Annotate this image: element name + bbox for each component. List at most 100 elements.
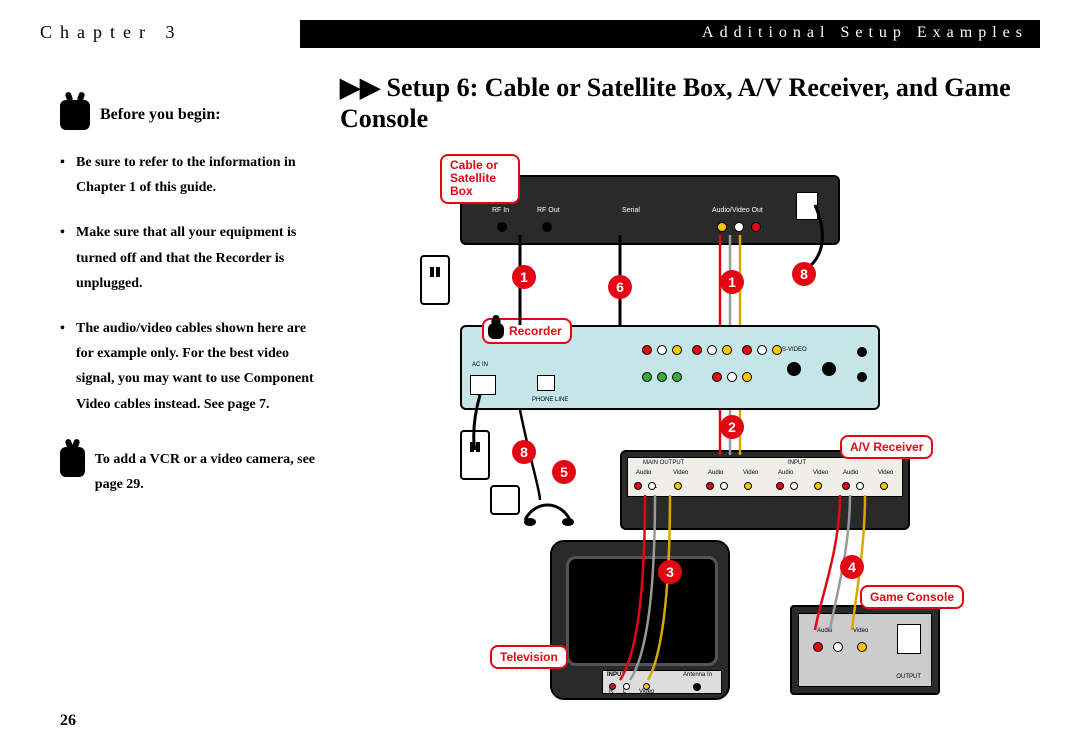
label-recorder-text: Recorder <box>509 324 562 338</box>
port-label-audio: Audio <box>636 470 651 476</box>
rca-jack-icon <box>674 482 682 490</box>
tivo-icon <box>60 447 85 477</box>
rca-jack-icon <box>657 345 667 355</box>
rca-jack-icon <box>734 222 744 232</box>
rca-jack-icon <box>757 345 767 355</box>
television-device: INPUT Antenna In R L Video <box>550 540 730 700</box>
wiring-diagram: RF In RF Out Serial Audio/Video Out Cabl… <box>420 150 1040 710</box>
main-heading: ▶▶ Setup 6: Cable or Satellite Box, A/V … <box>340 72 1040 134</box>
rca-jack-icon <box>727 372 737 382</box>
port-label-main-output: MAIN OUTPUT <box>643 460 684 466</box>
rca-jack-icon <box>707 345 717 355</box>
rca-jack-icon <box>717 222 727 232</box>
svideo-jack-icon <box>787 362 801 376</box>
step-badge: 4 <box>840 555 864 579</box>
label-television: Television <box>490 645 568 669</box>
phone-socket-icon <box>537 375 555 391</box>
heading-arrows-icon: ▶▶ <box>340 72 380 102</box>
wall-outlet-icon <box>460 430 490 480</box>
sidebar-bullet: The audio/video cables shown here are fo… <box>60 316 320 417</box>
port-label-serial: Serial <box>622 207 640 214</box>
rca-jack-icon <box>692 345 702 355</box>
port-label-video: Video <box>878 470 893 476</box>
port-label-ac-in: AC IN <box>472 362 488 368</box>
rca-jack-icon <box>880 482 888 490</box>
rca-jack-icon <box>790 482 798 490</box>
port-label-phone: PHONE LINE <box>532 397 568 403</box>
power-inlet-icon <box>796 192 818 220</box>
chapter-label: Chapter 3 <box>40 20 300 48</box>
coax-jack-icon <box>857 372 867 382</box>
port-label-audio: Audio <box>817 628 832 634</box>
label-cable-box: Cable or Satellite Box <box>440 154 520 204</box>
coax-jack-icon <box>857 347 867 357</box>
rca-jack-icon <box>742 345 752 355</box>
port-label-audio: Audio <box>778 470 793 476</box>
rca-jack-icon <box>672 372 682 382</box>
label-av-receiver: A/V Receiver <box>840 435 933 459</box>
page-margin-line <box>20 20 22 730</box>
tv-input-panel: INPUT Antenna In R L Video <box>602 670 722 694</box>
step-badge: 5 <box>552 460 576 484</box>
sidebar-bullet: Be sure to refer to the information in C… <box>60 150 320 200</box>
rca-jack-icon <box>776 482 784 490</box>
port-label-l: L <box>623 689 626 695</box>
port-label-audio: Audio <box>843 470 858 476</box>
rca-jack-icon <box>744 482 752 490</box>
label-game-console: Game Console <box>860 585 964 609</box>
coax-jack-icon <box>693 683 701 691</box>
tivo-icon <box>488 323 504 339</box>
step-badge: 6 <box>608 275 632 299</box>
tv-screen <box>566 556 718 666</box>
port-label-antenna: Antenna In <box>683 672 713 678</box>
sidebar-note: To add a VCR or a video camera, see page… <box>95 447 320 497</box>
rca-jack-icon <box>722 345 732 355</box>
step-badge: 8 <box>792 262 816 286</box>
rca-jack-icon <box>772 345 782 355</box>
rca-jack-icon <box>857 642 867 652</box>
rca-jack-icon <box>642 372 652 382</box>
coax-jack-icon <box>497 222 507 232</box>
power-inlet-icon <box>897 624 921 654</box>
port-label-av-out: Audio/Video Out <box>712 207 763 214</box>
port-label-video: Video <box>813 470 828 476</box>
rca-jack-icon <box>842 482 850 490</box>
rca-jack-icon <box>712 372 722 382</box>
port-label-svideo: S-VIDEO <box>782 347 807 353</box>
rca-jack-icon <box>648 482 656 490</box>
tivo-icon <box>60 100 90 130</box>
coax-jack-icon <box>542 222 552 232</box>
power-inlet-icon <box>470 375 496 395</box>
step-badge: 1 <box>720 270 744 294</box>
console-panel: Audio Video OUTPUT <box>798 613 932 687</box>
rca-jack-icon <box>751 222 761 232</box>
step-badge: 8 <box>512 440 536 464</box>
before-you-begin-row: Before you begin: <box>60 100 320 130</box>
page-header: Chapter 3 Additional Setup Examples <box>40 20 1040 48</box>
port-label-video: Video <box>743 470 758 476</box>
port-label-input: INPUT <box>607 672 625 678</box>
game-console-device: Audio Video OUTPUT <box>790 605 940 695</box>
port-label-input: INPUT <box>788 460 806 466</box>
rca-jack-icon <box>814 482 822 490</box>
port-label-audio: Audio <box>708 470 723 476</box>
port-label-output: OUTPUT <box>896 674 921 680</box>
rca-jack-icon <box>742 372 752 382</box>
rca-jack-icon <box>706 482 714 490</box>
av-receiver-device: MAIN OUTPUT INPUT Audio Video Audio Vide… <box>620 450 910 530</box>
rca-jack-icon <box>672 345 682 355</box>
sidebar-bullet: Make sure that all your equipment is tur… <box>60 220 320 296</box>
wall-outlet-icon <box>420 255 450 305</box>
rca-jack-icon <box>833 642 843 652</box>
rca-jack-icon <box>720 482 728 490</box>
rca-jack-icon <box>813 642 823 652</box>
port-label-video: Video <box>639 689 654 695</box>
rca-jack-icon <box>856 482 864 490</box>
phone-handset-icon <box>520 495 580 535</box>
port-label-video: Video <box>853 628 868 634</box>
page-number: 26 <box>60 712 76 730</box>
heading-text: Setup 6: Cable or Satellite Box, A/V Rec… <box>340 73 1011 133</box>
phone-jack-icon <box>490 485 520 515</box>
before-you-begin-label: Before you begin: <box>100 101 221 130</box>
port-label-r: R <box>609 689 613 695</box>
